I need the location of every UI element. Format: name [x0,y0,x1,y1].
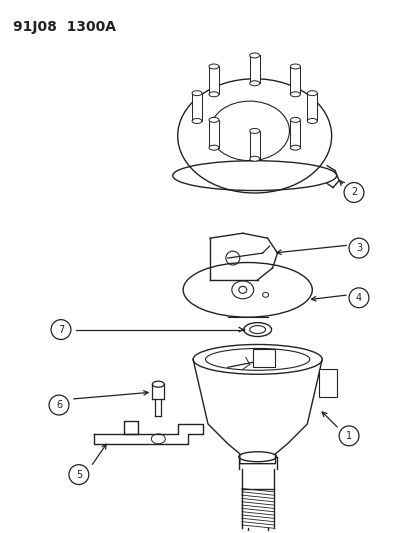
Circle shape [343,183,363,203]
Ellipse shape [209,64,218,69]
Circle shape [348,238,368,258]
Bar [249,55,259,83]
Ellipse shape [209,117,218,123]
Circle shape [338,426,358,446]
Text: 91J08  1300A: 91J08 1300A [13,20,116,34]
Text: 1: 1 [345,431,351,441]
Bar [318,369,336,397]
Ellipse shape [290,64,300,69]
Ellipse shape [249,81,259,86]
Ellipse shape [209,92,218,97]
Bar [252,350,274,367]
Text: 4: 4 [355,293,361,303]
Ellipse shape [290,117,300,123]
Bar [209,120,218,148]
Bar [249,131,259,159]
Text: 2: 2 [350,188,356,198]
Text: 7: 7 [58,325,64,335]
Ellipse shape [290,145,300,150]
Ellipse shape [152,381,164,387]
Ellipse shape [306,91,316,95]
Ellipse shape [249,156,259,161]
Ellipse shape [192,118,202,124]
Text: 5: 5 [76,470,82,480]
Ellipse shape [249,128,259,133]
Ellipse shape [249,53,259,58]
Text: 6: 6 [56,400,62,410]
Text: 3: 3 [355,243,361,253]
Ellipse shape [306,118,316,124]
Ellipse shape [209,145,218,150]
Circle shape [51,320,71,340]
Ellipse shape [290,92,300,97]
Bar [209,67,218,94]
Bar [290,120,300,148]
Bar [192,93,202,121]
Circle shape [69,465,88,484]
Bar [306,93,316,121]
Circle shape [49,395,69,415]
Ellipse shape [192,91,202,95]
Bar [290,67,300,94]
Circle shape [348,288,368,308]
